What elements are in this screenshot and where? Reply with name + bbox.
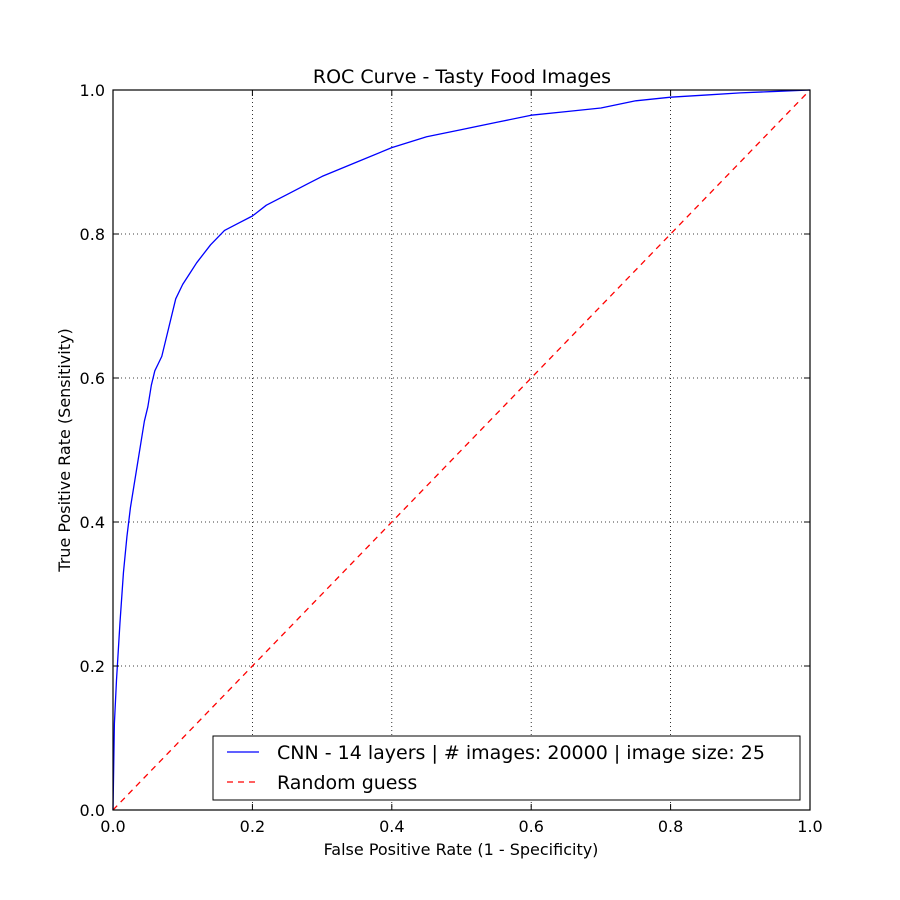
y-tick-label: 0.8 — [80, 225, 105, 244]
x-tick-label: 1.0 — [797, 817, 822, 836]
roc-curve-series — [112, 89, 811, 811]
series-lines — [112, 89, 811, 811]
x-tick-label: 0.4 — [379, 817, 404, 836]
x-tick-label: 0.2 — [240, 817, 265, 836]
x-axis-label: False Positive Rate (1 - Specificity) — [324, 840, 599, 859]
random-guess-series — [112, 89, 811, 811]
chart-title: ROC Curve - Tasty Food Images — [313, 66, 611, 88]
plot-frame — [112, 89, 811, 811]
legend-label-cnn: CNN - 14 layers | # images: 20000 | imag… — [277, 742, 765, 764]
legend-box — [212, 735, 801, 801]
y-tick-label: 0.4 — [80, 513, 105, 532]
x-tick-label: 0.0 — [100, 817, 125, 836]
y-axis-label: True Positive Rate (Sensitivity) — [55, 328, 74, 572]
grid — [113, 90, 810, 810]
x-tick-label: 0.6 — [518, 817, 543, 836]
y-tick-label: 0.0 — [80, 801, 105, 820]
y-tick-label: 0.6 — [80, 369, 105, 388]
y-tick-label: 0.2 — [80, 657, 105, 676]
axis-ticks: 0.0 0.2 0.4 0.6 0.8 1.0 0.0 0.2 0.4 0.6 0.8 1.0 — [80, 81, 823, 836]
legend: CNN - 14 layers | # images: 20000 | imag… — [212, 735, 801, 801]
y-tick-label: 1.0 — [80, 81, 105, 100]
legend-label-random-guess: Random guess — [277, 772, 417, 794]
x-tick-label: 0.8 — [658, 817, 683, 836]
